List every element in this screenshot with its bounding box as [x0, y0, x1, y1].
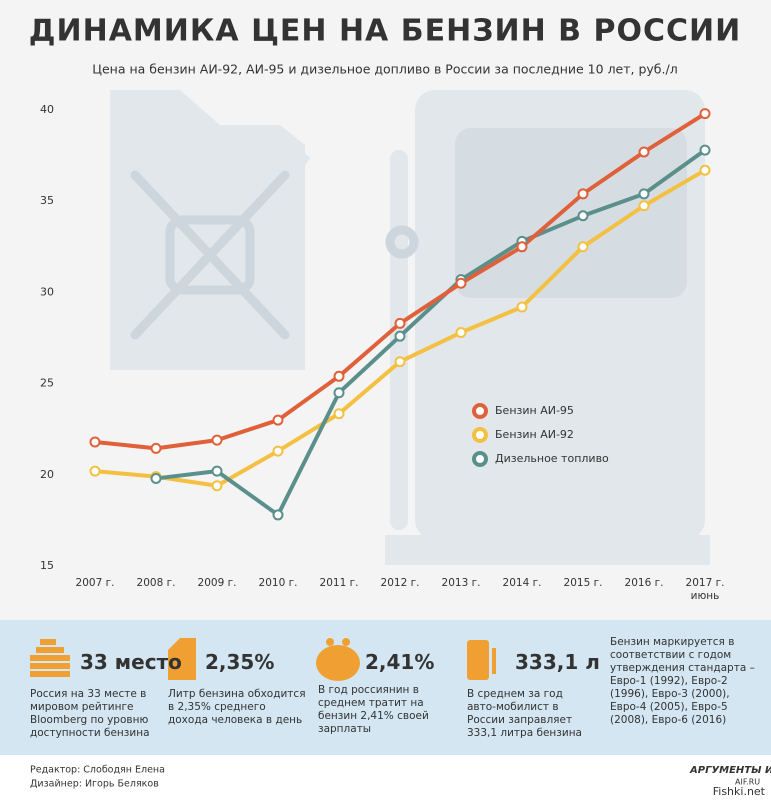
data-point: [150, 472, 162, 484]
x-tick-label: 2010 г.: [258, 577, 298, 589]
data-point: [699, 164, 711, 176]
data-point: [333, 370, 345, 382]
x-tick-label: 2007 г.: [75, 577, 115, 589]
y-tick-label: 40: [40, 103, 54, 116]
footer: [0, 755, 771, 800]
y-tick-label: 30: [40, 285, 54, 298]
data-point: [272, 445, 284, 457]
data-point: [699, 144, 711, 156]
data-point: [333, 387, 345, 399]
data-point: [394, 356, 406, 368]
fact-icons: [30, 638, 496, 681]
logo-site: AIF.RU: [735, 778, 760, 787]
data-point: [577, 241, 589, 253]
legend-marker: [472, 427, 488, 443]
data-point: [89, 465, 101, 477]
background-art: [130, 128, 687, 340]
fact-text: Россия на 33 месте в мировом рейтинге Bl…: [30, 688, 150, 739]
data-point: [272, 414, 284, 426]
data-point: [89, 436, 101, 448]
data-point: [272, 509, 284, 521]
x-tick-label: 2017 г. июнь: [685, 577, 725, 602]
x-tick-label: 2012 г.: [380, 577, 420, 589]
data-point: [516, 301, 528, 313]
x-tick-label: 2011 г.: [319, 577, 359, 589]
data-point: [638, 188, 650, 200]
data-point: [516, 241, 528, 253]
fact-text: Бензин маркируется в соответствии с годо…: [610, 636, 755, 726]
data-point: [211, 465, 223, 477]
y-tick-label: 35: [40, 194, 54, 207]
x-tick-label: 2016 г.: [624, 577, 664, 589]
data-point: [150, 442, 162, 454]
chart-subtitle: Цена на бензин АИ-92, АИ-95 и дизельное …: [92, 62, 677, 77]
data-point: [638, 200, 650, 212]
data-point: [394, 330, 406, 342]
data-point: [455, 327, 467, 339]
data-point: [333, 408, 345, 420]
watermark: Fishki.net: [713, 785, 766, 798]
credit-designer: Дизайнер: Игорь Беляков: [30, 779, 159, 790]
x-tick-label: 2015 г.: [563, 577, 603, 589]
x-tick-label: 2013 г.: [441, 577, 481, 589]
data-point: [211, 434, 223, 446]
fact-headline: 333,1 л: [515, 650, 600, 674]
fact-headline: 33 место: [80, 650, 182, 674]
data-point: [455, 277, 467, 289]
y-tick-label: 20: [40, 468, 54, 481]
x-tick-label: 2014 г.: [502, 577, 542, 589]
y-tick-label: 15: [40, 559, 54, 572]
fact-text: В год россиянин в среднем тратит на бенз…: [318, 684, 429, 735]
series-line: [155, 148, 707, 517]
legend-marker: [472, 451, 488, 467]
fact-text: В среднем за год авто-мобилист в России …: [467, 688, 582, 739]
data-point: [211, 480, 223, 492]
fact-headline: 2,35%: [205, 650, 275, 674]
x-tick-label: 2008 г.: [136, 577, 176, 589]
fact-text: Литр бензина обходится в 2,35% среднего …: [168, 688, 306, 726]
data-point: [394, 317, 406, 329]
legend-marker: [472, 403, 488, 419]
data-point: [699, 108, 711, 120]
data-point: [577, 188, 589, 200]
x-tick-label: 2009 г.: [197, 577, 237, 589]
logo: АРГУМЕНТЫ И ФАКТЫ: [689, 765, 771, 776]
data-point: [577, 210, 589, 222]
chart-title: ДИНАМИКА ЦЕН НА БЕНЗИН В РОССИИ: [29, 14, 741, 49]
fact-headline: 2,41%: [365, 650, 435, 674]
legend-label: Бензин АИ-92: [495, 428, 574, 441]
facts-panel: [0, 620, 771, 755]
credit-editor: Редактор: Слободян Елена: [30, 765, 165, 776]
legend-label: Дизельное топливо: [495, 452, 609, 465]
legend-label: Бензин АИ-95: [495, 404, 574, 417]
data-point: [638, 146, 650, 158]
y-tick-label: 25: [40, 377, 54, 390]
